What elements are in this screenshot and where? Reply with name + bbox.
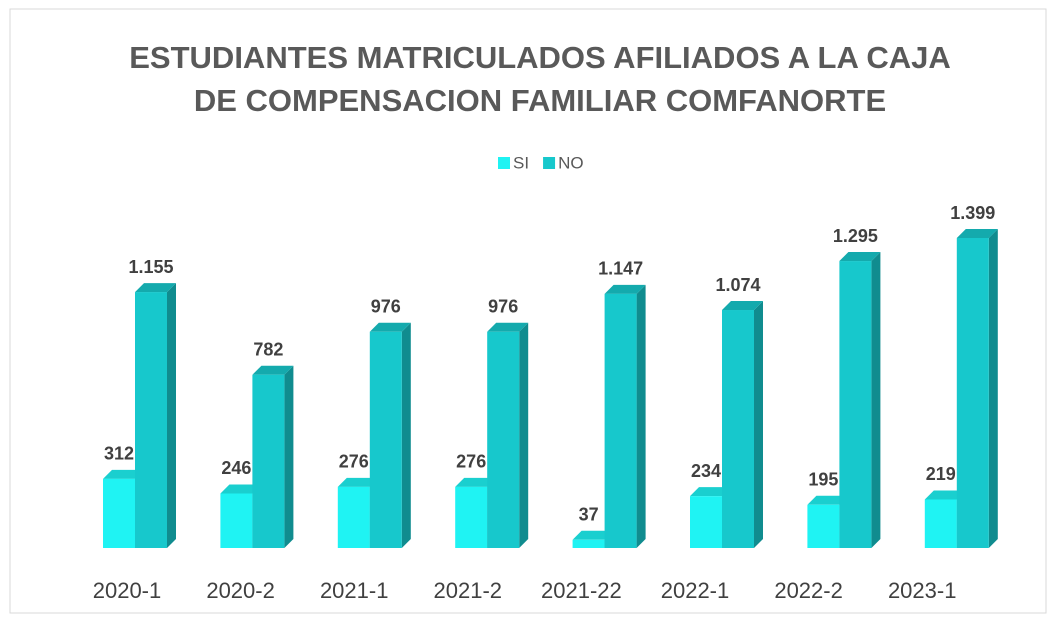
bar-top bbox=[337, 477, 379, 487]
bar-top bbox=[220, 484, 262, 494]
x-tick-label: 2021-2 bbox=[434, 578, 503, 603]
bar-top bbox=[103, 469, 144, 479]
bar bbox=[455, 486, 488, 548]
legend-swatch bbox=[498, 157, 510, 169]
bar bbox=[135, 292, 167, 548]
data-label: 1.399 bbox=[950, 203, 995, 223]
data-label: 1.155 bbox=[128, 257, 173, 277]
data-label: 312 bbox=[104, 444, 134, 464]
data-label: 234 bbox=[691, 461, 721, 481]
x-tick-label: 2020-1 bbox=[93, 578, 162, 603]
data-label: 219 bbox=[926, 464, 956, 484]
data-label: 1.295 bbox=[833, 226, 878, 246]
bar-side bbox=[988, 229, 998, 548]
bar-top bbox=[455, 477, 497, 487]
chart-title: DE COMPENSACION FAMILIAR COMFANORTE bbox=[194, 83, 886, 118]
bar-side bbox=[636, 284, 646, 548]
bar-top bbox=[924, 490, 966, 500]
bar-top bbox=[604, 284, 646, 294]
data-label: 276 bbox=[339, 452, 369, 472]
bar bbox=[924, 499, 957, 548]
bar-top bbox=[690, 487, 731, 497]
data-label: 246 bbox=[221, 458, 251, 478]
bar-top bbox=[572, 530, 614, 540]
bar-side bbox=[401, 322, 411, 548]
x-tick-label: 2021-1 bbox=[320, 578, 389, 603]
data-label: 782 bbox=[253, 339, 283, 359]
bar-top bbox=[252, 365, 294, 375]
bar bbox=[572, 539, 605, 548]
legend-swatch bbox=[543, 157, 556, 169]
bar bbox=[252, 374, 285, 548]
legend-label: SI bbox=[513, 153, 529, 172]
bar-side bbox=[754, 301, 763, 548]
x-tick-label: 2020-2 bbox=[206, 578, 275, 603]
bar bbox=[369, 331, 402, 548]
bar-top bbox=[487, 322, 529, 332]
bar bbox=[956, 238, 989, 548]
x-tick-label: 2021-22 bbox=[541, 578, 622, 603]
data-label: 976 bbox=[371, 296, 401, 316]
bar-side bbox=[519, 322, 529, 548]
x-tick-label: 2022-1 bbox=[661, 578, 730, 603]
bar bbox=[604, 293, 637, 548]
bar-top bbox=[807, 495, 849, 505]
bar bbox=[839, 261, 872, 548]
data-label: 1.147 bbox=[598, 259, 643, 279]
bar-top bbox=[369, 322, 411, 332]
bar bbox=[722, 310, 754, 548]
bar bbox=[220, 493, 253, 548]
bar-top bbox=[956, 229, 998, 238]
data-label: 37 bbox=[579, 505, 599, 525]
bar-top bbox=[722, 301, 763, 311]
data-label: 195 bbox=[808, 470, 838, 490]
bar-top bbox=[135, 283, 176, 293]
chart-title: ESTUDIANTES MATRICULADOS AFILIADOS A LA … bbox=[129, 40, 951, 75]
bar-top bbox=[839, 252, 881, 262]
x-tick-label: 2022-2 bbox=[774, 578, 843, 603]
bar bbox=[337, 486, 370, 548]
bar-side bbox=[284, 365, 294, 548]
bar bbox=[807, 504, 840, 548]
data-label: 276 bbox=[456, 452, 486, 472]
x-tick-label: 2023-1 bbox=[888, 578, 957, 603]
bar-side bbox=[167, 283, 176, 548]
bar bbox=[690, 496, 722, 548]
legend-label: NO bbox=[558, 153, 584, 172]
bar bbox=[103, 478, 135, 548]
data-label: 1.074 bbox=[715, 275, 760, 295]
bar bbox=[487, 331, 520, 548]
bar-side bbox=[871, 252, 881, 548]
data-label: 976 bbox=[488, 296, 518, 316]
